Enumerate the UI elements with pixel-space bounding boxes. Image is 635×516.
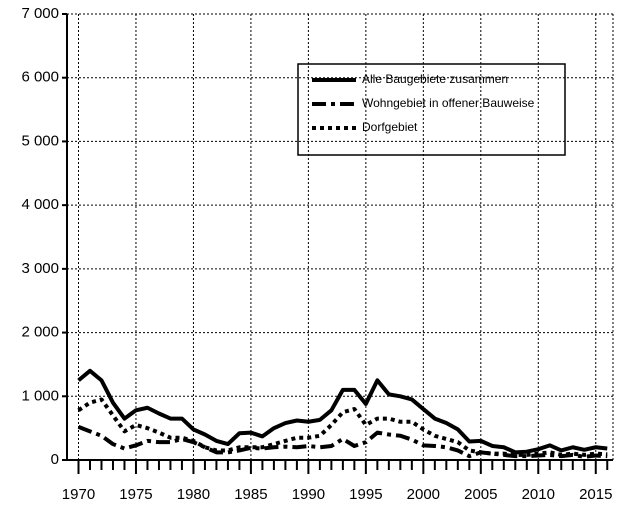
y-tick-label: 3 000 <box>21 260 59 277</box>
y-tick-label: 4 000 <box>21 196 59 213</box>
y-tick-label: 2 000 <box>21 324 59 341</box>
y-tick-label: 0 <box>51 451 59 468</box>
x-tick-label: 1980 <box>177 486 210 503</box>
x-tick-label: 1990 <box>292 486 325 503</box>
y-tick-label: 5 000 <box>21 132 59 149</box>
legend-label: Dorfgebiet <box>362 120 418 134</box>
line-series <box>77 397 608 457</box>
x-tick-label: 2000 <box>407 486 440 503</box>
line-series <box>77 425 608 459</box>
legend-label: Wohngebiet in offener Bauweise <box>362 96 535 110</box>
x-tick-label: 1970 <box>62 486 95 503</box>
x-tick-label: 1975 <box>119 486 152 503</box>
y-tick-label: 6 000 <box>21 69 59 86</box>
x-tick-label: 2010 <box>522 486 555 503</box>
legend-label: Alle Baugebiete zusammen <box>362 72 508 86</box>
x-tick-label: 2015 <box>579 486 612 503</box>
y-tick-label: 7 000 <box>21 5 59 22</box>
x-tick-label: 1985 <box>234 486 267 503</box>
line-series <box>77 368 608 455</box>
x-tick-label: 2005 <box>464 486 497 503</box>
y-tick-label: 1 000 <box>21 387 59 404</box>
x-tick-label: 1995 <box>349 486 382 503</box>
